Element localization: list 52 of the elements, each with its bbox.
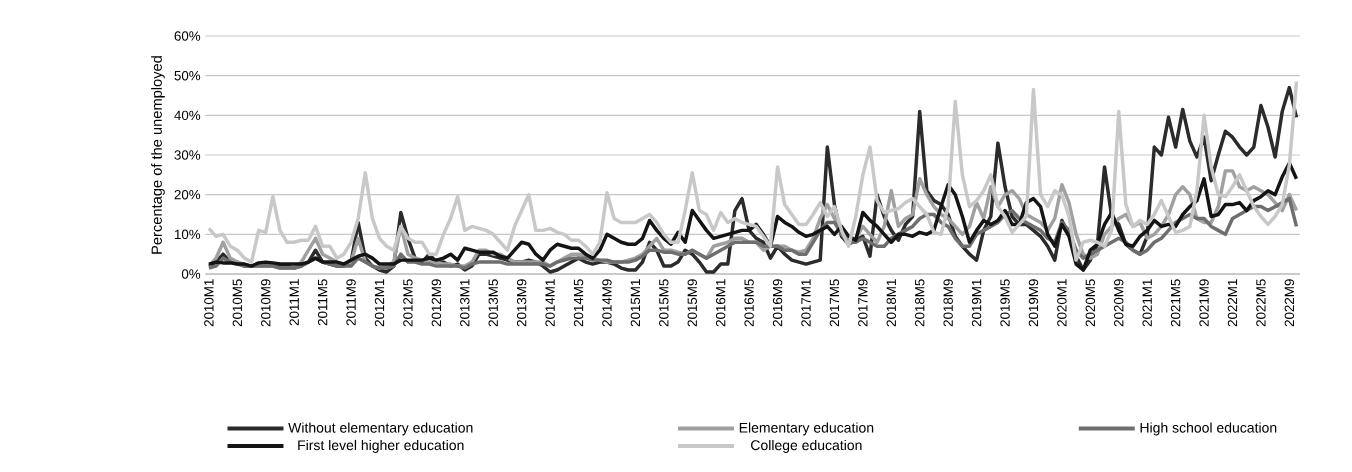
x-tick-label: 2016M9 — [772, 279, 783, 327]
x-tick-label: 2018M9 — [943, 279, 953, 327]
x-tick-label: 2010M5 — [232, 279, 243, 327]
x-tick-label: 2020M9 — [1114, 279, 1124, 327]
y-tick-label: 0% — [181, 269, 201, 279]
x-tick-label: 2020M5 — [1085, 279, 1096, 327]
legend-label: College education — [751, 439, 862, 453]
x-tick-label: 2010M9 — [261, 279, 271, 327]
x-tick-label: 2022M1 — [1227, 279, 1238, 327]
legend-label: High school education — [1140, 422, 1277, 436]
x-tick-label: 2015M1 — [630, 279, 641, 327]
x-tick-label: 2013M1 — [460, 279, 470, 327]
y-tick-label: 20% — [174, 189, 201, 200]
x-tick-label: 2019M1 — [971, 279, 982, 327]
x-tick-label: 2020M1 — [1057, 279, 1067, 327]
x-tick-label: 2017M1 — [801, 279, 811, 327]
x-tick-label: 2011M9 — [346, 279, 356, 326]
x-tick-label: 2017M5 — [829, 279, 840, 327]
x-tick-label: 2011M1 — [289, 279, 299, 326]
x-tick-label: 2021M9 — [1199, 279, 1209, 327]
x-tick-label: 2014M5 — [573, 279, 584, 327]
y-axis-title: Percentage of the unemployed — [151, 56, 165, 254]
x-tick-label: 2013M5 — [488, 279, 498, 327]
legend-label: First level higher education — [298, 439, 464, 453]
x-tick-label: 2018M5 — [915, 279, 925, 327]
x-tick-label: 2011M5 — [317, 279, 328, 326]
x-tick-label: 2015M5 — [659, 279, 669, 327]
y-tick-label: 50% — [174, 70, 201, 81]
x-tick-label: 2019M5 — [1000, 279, 1010, 327]
x-tick-label: 2016M1 — [715, 279, 726, 327]
x-tick-label: 2013M9 — [516, 279, 527, 327]
x-tick-label: 2014M1 — [545, 279, 555, 327]
x-tick-label: 2010M1 — [204, 279, 214, 327]
x-tick-label: 2022M9 — [1284, 279, 1295, 327]
x-tick-label: 2014M9 — [602, 279, 612, 327]
legend-label: Without elementary education — [288, 422, 473, 436]
x-tick-label: 2021M1 — [1142, 279, 1152, 327]
x-tick-label: 2012M1 — [374, 279, 385, 327]
x-tick-label: 2019M9 — [1028, 279, 1039, 327]
y-tick-label: 60% — [174, 31, 201, 41]
x-tick-label: 2017M9 — [858, 279, 868, 327]
x-tick-label: 2015M9 — [687, 279, 697, 327]
legend-label: Elementary education — [739, 422, 874, 436]
y-tick-label: 30% — [174, 150, 201, 160]
y-tick-label: 10% — [174, 229, 201, 240]
x-tick-label: 2022M5 — [1256, 279, 1266, 327]
x-tick-label: 2018M1 — [886, 279, 897, 327]
x-tick-label: 2012M9 — [431, 279, 442, 327]
x-tick-label: 2016M5 — [744, 279, 754, 327]
x-tick-label: 2021M5 — [1170, 279, 1181, 327]
y-tick-label: 40% — [174, 110, 201, 121]
x-tick-label: 2012M5 — [403, 279, 413, 327]
